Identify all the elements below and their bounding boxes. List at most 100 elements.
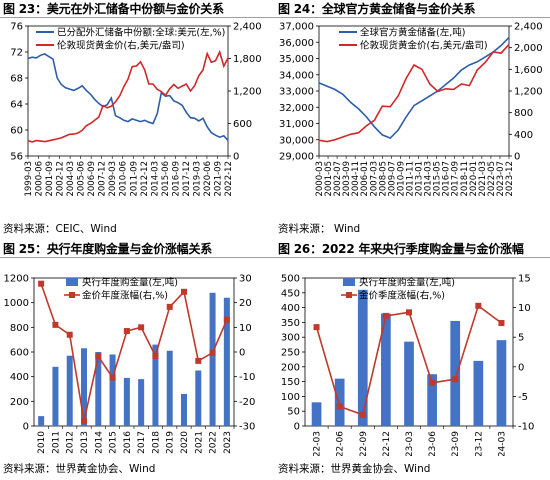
data-point [185, 83, 187, 85]
data-point [81, 85, 83, 87]
data-point [169, 94, 171, 97]
y-left-tick-label: 36,000 [279, 38, 314, 49]
data-point [452, 88, 455, 90]
x-tick-label: 2022 [209, 431, 219, 454]
y-right-tick-label: -30 [239, 422, 255, 433]
y-right-tick-label: 2,400 [233, 22, 262, 33]
x-tick-label: 2013-01 [415, 161, 425, 197]
data-point [421, 100, 423, 102]
data-point [114, 101, 117, 103]
x-tick-label: 2023-09 [451, 431, 461, 456]
y-left-tick-label: 60 [10, 126, 23, 137]
data-point [195, 357, 202, 364]
data-point [357, 132, 360, 134]
bar [138, 379, 145, 426]
data-point [405, 77, 407, 80]
x-tick-label: 2022-03 [313, 431, 323, 456]
series-line-1 [27, 49, 229, 143]
x-tick-label: 2004-03 [66, 161, 76, 197]
data-point [214, 60, 217, 62]
bar [152, 344, 159, 426]
data-point [127, 120, 129, 123]
data-point [106, 107, 108, 109]
y-left-tick-label: 400 [281, 303, 300, 314]
y-right-tick-label: 1,200 [233, 87, 262, 98]
data-point [89, 122, 92, 125]
y-left-tick-label: 450 [281, 288, 300, 299]
data-point [166, 303, 173, 310]
x-tick-label: 2007-03 [369, 161, 379, 197]
data-point [198, 120, 200, 122]
data-point [406, 309, 412, 316]
data-point [508, 43, 510, 46]
x-tick-label: 2011-11 [405, 161, 415, 197]
x-tick-label: 2004-11 [351, 161, 361, 197]
bar [181, 393, 187, 426]
data-point [421, 68, 423, 70]
data-point [56, 77, 58, 79]
x-tick-label: 2023 [223, 431, 233, 454]
data-point [413, 105, 415, 107]
x-tick-label: 2020-01 [469, 161, 479, 197]
data-point [77, 132, 79, 134]
data-point [114, 115, 117, 117]
legend-label: 金价年度涨幅(右,%) [82, 290, 168, 302]
data-point [373, 119, 376, 121]
x-tick-label: 2020 [180, 431, 190, 454]
x-tick-label: 2016 [123, 431, 133, 454]
data-point [476, 69, 478, 71]
data-point [198, 75, 200, 77]
data-point [318, 139, 320, 141]
y-left-tick-label: 150 [281, 377, 300, 388]
data-point [60, 83, 62, 86]
y-right-tick-label: 2,400 [514, 22, 543, 33]
data-point [110, 105, 112, 107]
data-point [35, 57, 37, 59]
data-point [164, 94, 167, 96]
data-point [210, 132, 212, 134]
data-point [98, 116, 100, 118]
data-point [135, 65, 137, 67]
data-point [48, 55, 50, 58]
y-left-tick-label: 64 [10, 100, 23, 111]
data-point [318, 82, 320, 84]
x-tick-label: 2020-06 [203, 161, 213, 197]
figure-title: 图 24：全球官方黄金储备与金价关系 [278, 2, 476, 16]
data-point [81, 129, 83, 131]
data-point [194, 84, 196, 87]
y-right-tick-label: 0 [233, 152, 239, 163]
data-point [484, 56, 486, 58]
legend-label: 伦敦现货黄金价(右,美元/盎司) [57, 40, 185, 52]
data-point [452, 376, 459, 383]
data-point [127, 78, 129, 80]
x-tick-label: 2023-12 [505, 161, 515, 197]
data-point [359, 411, 366, 418]
x-tick-label: 2016-07 [442, 161, 452, 197]
panel-chart-25: 图 25：央行年度购金量与金价涨幅关系 0 200 400 600 800 1000 120… [0, 240, 275, 480]
data-point [214, 134, 217, 136]
x-tick-label: 2006-09 [87, 161, 97, 197]
bar [473, 360, 484, 426]
data-point [109, 374, 116, 381]
x-tick-label: 2023-06 [428, 431, 438, 456]
data-point [139, 120, 142, 123]
data-point [468, 84, 471, 87]
y-right-tick-label: 0 [239, 348, 245, 359]
data-point [119, 117, 121, 119]
x-tick-label: 2009-07 [387, 161, 397, 197]
y-left-tick-label: 0 [23, 422, 29, 433]
data-point [77, 87, 79, 89]
data-point [350, 101, 352, 103]
x-tick-label: 2000-06 [35, 161, 45, 197]
x-tick-label: 2012-12 [140, 161, 150, 197]
series-line-0 [27, 53, 229, 141]
x-tick-label: 2021-09 [213, 161, 223, 197]
bar [195, 370, 202, 426]
x-tick-label: 2014-03 [150, 161, 160, 197]
data-point [169, 88, 171, 90]
data-point [500, 52, 502, 54]
data-point [64, 135, 67, 137]
y-left-tick-label: 400 [10, 372, 29, 383]
data-point [177, 87, 179, 89]
